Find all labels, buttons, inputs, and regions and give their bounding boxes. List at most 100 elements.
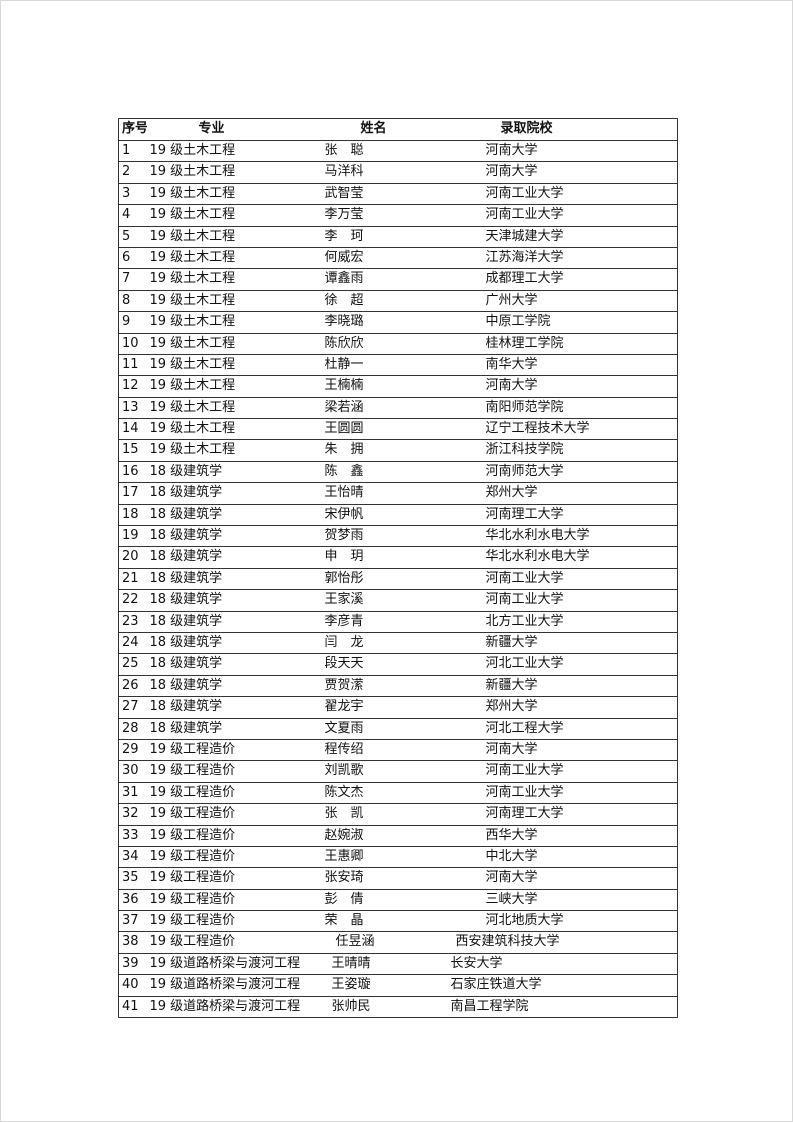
row-major-text: 18 级建筑学 — [149, 720, 223, 736]
row-index: 36 — [118, 888, 147, 912]
row-name-text: 贾贺潆 — [324, 677, 364, 693]
row-major: 18 级建筑学 — [146, 589, 325, 612]
row-name-text: 王家溪 — [324, 592, 364, 608]
row-major-text: 18 级建筑学 — [149, 549, 223, 565]
row-index: 7 — [118, 268, 147, 291]
row-name-text: 王晴晴 — [331, 955, 371, 971]
row-major: 19 级土木工程 — [146, 139, 325, 163]
row-name-text: 何威宏 — [324, 249, 364, 265]
table-row: 32 19 级工程造价 张 凯 河南理工大学 — [118, 803, 678, 826]
row-school: 河南工业大学 — [484, 204, 678, 227]
row-school: 河南师范大学 — [484, 460, 678, 484]
row-major-text: 18 级建筑学 — [149, 677, 223, 693]
row-name-text: 杜静一 — [324, 356, 364, 372]
row-major-text: 18 级建筑学 — [149, 613, 223, 629]
row-index-text: 21 — [122, 570, 139, 586]
row-name: 张安琦 — [324, 867, 485, 890]
row-index: 31 — [118, 781, 147, 805]
row-name-text: 李晓璐 — [324, 314, 364, 330]
row-major-text: 18 级建筑学 — [149, 592, 223, 608]
row-school: 郑州大学 — [484, 696, 678, 719]
row-name-text: 梁若涵 — [324, 399, 364, 415]
row-index-text: 40 — [122, 977, 139, 993]
row-school: 河北工业大学 — [484, 653, 678, 676]
row-index-text: 28 — [122, 720, 139, 736]
row-major: 18 级建筑学 — [146, 525, 325, 548]
row-major: 19 级土木工程 — [146, 332, 325, 355]
row-school: 天津城建大学 — [484, 225, 678, 248]
row-index-text: 36 — [122, 891, 139, 907]
row-school-text: 河北地质大学 — [485, 913, 564, 929]
row-name-text: 谭鑫雨 — [324, 271, 364, 287]
row-major: 19 级工程造价 — [146, 931, 325, 954]
row-index-text: 19 — [122, 528, 139, 544]
table-row: 23 18 级建筑学 李彦青 北方工业大学 — [118, 610, 678, 633]
row-school: 三峡大学 — [484, 888, 678, 912]
row-school: 南华大学 — [484, 353, 678, 377]
row-major: 18 级建筑学 — [146, 631, 325, 655]
admission-table: 序号 专业 姓名 录取院校 1 19 级土木工程张 聪河南大学 2 19 级土木工程马… — [118, 118, 678, 1019]
row-major: 19 级土木工程 — [146, 311, 325, 334]
row-index: 18 — [118, 503, 147, 527]
row-index: 40 — [118, 974, 147, 997]
row-major-text: 18 级建筑学 — [149, 699, 223, 715]
row-name-text: 王惠卿 — [324, 848, 364, 864]
table-row: 1 19 级土木工程 张 聪 河南大学 — [118, 139, 678, 163]
row-school-text: 河南大学 — [485, 870, 538, 886]
row-school: 中北大学 — [484, 845, 678, 869]
row-name: 刘凯歌 — [324, 760, 485, 783]
row-name: 王惠卿 — [324, 845, 485, 869]
row-index: 38 — [118, 931, 147, 954]
table-row: 20 18 级建筑学 申 玥 华北水利水电大学 — [118, 546, 678, 569]
row-name: 王怡晴 — [324, 482, 485, 505]
row-school: 石家庄铁道大学 — [451, 974, 678, 997]
row-school-text: 河北工业大学 — [485, 656, 564, 672]
row-index: 20 — [118, 546, 147, 569]
row-major-text: 18 级建筑学 — [149, 506, 223, 522]
row-major: 19 级土木工程 — [146, 289, 325, 313]
row-major: 19 级道路桥梁与渡河工程 — [146, 952, 325, 976]
row-school-text: 浙江科技学院 — [485, 442, 564, 458]
row-school: 河南大学 — [484, 867, 678, 890]
row-index: 15 — [118, 439, 147, 462]
row-major: 18 级建筑学 — [146, 653, 325, 676]
table-row: 37 19 级工程造价 荣 晶 河北地质大学 — [118, 910, 678, 933]
row-index-text: 12 — [122, 378, 139, 394]
row-major: 19 级道路桥梁与渡河工程 — [146, 974, 325, 997]
row-index-text: 39 — [122, 955, 139, 971]
row-index: 21 — [118, 567, 147, 591]
table-row: 25 18 级建筑学 段天天 河北工业大学 — [118, 653, 678, 676]
row-name: 武智莹 — [324, 182, 485, 206]
row-major: 18 级建筑学 — [146, 674, 325, 698]
row-index: 9 — [118, 311, 147, 334]
row-school-text: 华北水利水电大学 — [485, 549, 590, 565]
table-row: 15 19 级土木工程 朱 拥 浙江科技学院 — [118, 439, 678, 462]
row-index: 26 — [118, 674, 147, 698]
table-row: 40 19 级道路桥梁与渡河工程 王姿璇 石家庄铁道大学 — [118, 974, 678, 997]
row-school: 河南理工大学 — [484, 803, 678, 826]
row-index-text: 30 — [122, 763, 139, 779]
row-school-text: 江苏海洋大学 — [485, 249, 564, 265]
row-major-text: 19 级土木工程 — [149, 421, 236, 437]
row-name-text: 荣 晶 — [324, 913, 364, 929]
row-major: 19 级道路桥梁与渡河工程 — [146, 995, 325, 1019]
row-school: 长安大学 — [451, 952, 678, 976]
row-major-text: 19 级工程造价 — [149, 741, 236, 757]
row-index-text: 9 — [122, 314, 131, 330]
row-major-text: 19 级道路桥梁与渡河工程 — [149, 998, 301, 1014]
table-row: 7 19 级土木工程 谭鑫雨 成都理工大学 — [118, 268, 678, 291]
row-school-text: 中北大学 — [485, 848, 538, 864]
row-major: 19 级土木工程 — [146, 225, 325, 248]
table-row: 41 19 级道路桥梁与渡河工程 张帅民 南昌工程学院 — [118, 995, 678, 1019]
row-school: 华北水利水电大学 — [484, 546, 678, 569]
row-name: 贺梦雨 — [324, 525, 485, 548]
row-index: 30 — [118, 760, 147, 783]
row-major-text: 19 级土木工程 — [149, 356, 236, 372]
table-row: 16 18 级建筑学 陈 鑫 河南师范大学 — [118, 460, 678, 484]
row-name: 王圆圆 — [324, 418, 485, 441]
row-name-text: 文夏雨 — [324, 720, 364, 736]
row-major: 19 级工程造价 — [146, 824, 325, 847]
row-index-text: 16 — [122, 463, 139, 479]
row-school: 河南工业大学 — [484, 760, 678, 783]
row-school-text: 河南大学 — [485, 164, 538, 180]
